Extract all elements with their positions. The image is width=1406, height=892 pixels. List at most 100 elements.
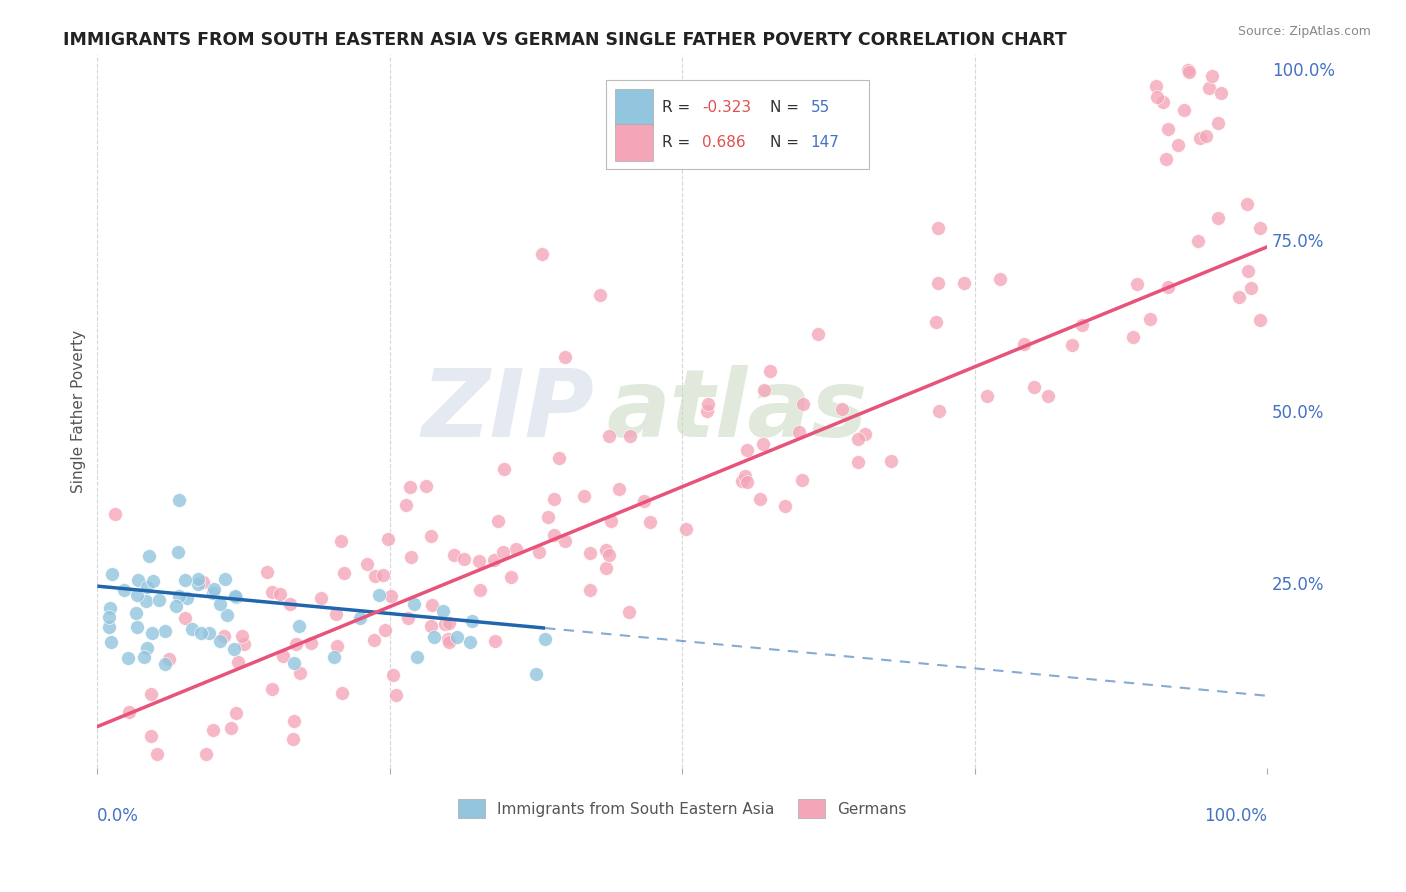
Point: [224, 589, 246, 603]
Point: [619, 605, 641, 619]
Point: [600, 514, 623, 528]
Point: [167, 589, 190, 603]
Point: [589, 288, 612, 302]
Text: 55: 55: [811, 100, 830, 115]
Point: [214, 572, 236, 586]
Point: [461, 615, 484, 629]
Point: [697, 396, 720, 410]
Point: [225, 590, 247, 604]
Point: [287, 619, 309, 633]
Point: [1122, 330, 1144, 344]
Point: [198, 626, 221, 640]
Point: [141, 625, 163, 640]
Point: [139, 687, 162, 701]
Point: [433, 616, 456, 631]
Point: [415, 479, 437, 493]
Text: 147: 147: [811, 136, 839, 150]
Point: [846, 455, 869, 469]
Text: ZIP: ZIP: [422, 366, 595, 458]
Point: [191, 575, 214, 590]
Point: [278, 598, 301, 612]
Point: [554, 350, 576, 364]
Point: [554, 533, 576, 548]
Point: [579, 583, 602, 598]
Point: [201, 586, 224, 600]
Point: [423, 630, 446, 644]
Point: [598, 548, 620, 562]
Point: [285, 637, 308, 651]
Point: [283, 714, 305, 729]
Point: [1188, 131, 1211, 145]
Point: [118, 705, 141, 719]
Point: [167, 545, 190, 559]
Point: [167, 493, 190, 508]
Point: [927, 277, 949, 291]
Point: [367, 588, 389, 602]
Point: [399, 549, 422, 564]
Point: [1154, 152, 1177, 166]
Point: [953, 277, 976, 291]
Point: [402, 597, 425, 611]
Point: [988, 271, 1011, 285]
Point: [256, 565, 278, 579]
Point: [271, 648, 294, 663]
Point: [187, 577, 209, 591]
FancyBboxPatch shape: [616, 88, 652, 126]
Point: [138, 549, 160, 563]
Point: [98, 610, 121, 624]
Point: [1152, 95, 1174, 109]
Point: [446, 630, 468, 644]
Point: [1071, 318, 1094, 332]
Point: [1198, 81, 1220, 95]
Point: [176, 591, 198, 606]
Point: [202, 582, 225, 597]
Point: [548, 451, 571, 466]
Point: [453, 552, 475, 566]
Point: [638, 515, 661, 529]
Point: [309, 591, 332, 606]
Point: [225, 706, 247, 720]
Text: N =: N =: [770, 100, 804, 115]
Point: [222, 642, 245, 657]
Point: [1036, 389, 1059, 403]
Point: [1139, 312, 1161, 326]
Point: [574, 490, 596, 504]
Point: [432, 604, 454, 618]
Point: [443, 548, 465, 562]
Point: [1178, 65, 1201, 79]
Point: [792, 473, 814, 487]
Point: [373, 623, 395, 637]
Point: [735, 475, 758, 489]
Point: [1062, 338, 1084, 352]
Point: [730, 474, 752, 488]
Point: [194, 747, 217, 761]
Point: [155, 624, 177, 638]
Point: [201, 723, 224, 737]
Text: 0.0%: 0.0%: [97, 807, 139, 825]
Point: [1249, 221, 1271, 235]
Point: [1236, 197, 1258, 211]
Point: [330, 686, 353, 700]
Point: [492, 462, 515, 476]
Point: [100, 634, 122, 648]
Point: [1157, 122, 1180, 136]
Point: [117, 650, 139, 665]
Point: [543, 492, 565, 507]
Point: [928, 404, 950, 418]
Point: [437, 615, 460, 630]
Point: [262, 584, 284, 599]
Point: [1173, 103, 1195, 118]
Point: [157, 652, 180, 666]
Point: [384, 688, 406, 702]
Point: [734, 468, 756, 483]
Point: [173, 573, 195, 587]
Point: [330, 533, 353, 548]
Point: [927, 220, 949, 235]
Point: [976, 389, 998, 403]
Point: [619, 429, 641, 443]
Point: [364, 569, 387, 583]
Point: [219, 721, 242, 735]
Point: [529, 544, 551, 558]
Point: [579, 546, 602, 560]
Text: N =: N =: [770, 136, 804, 150]
